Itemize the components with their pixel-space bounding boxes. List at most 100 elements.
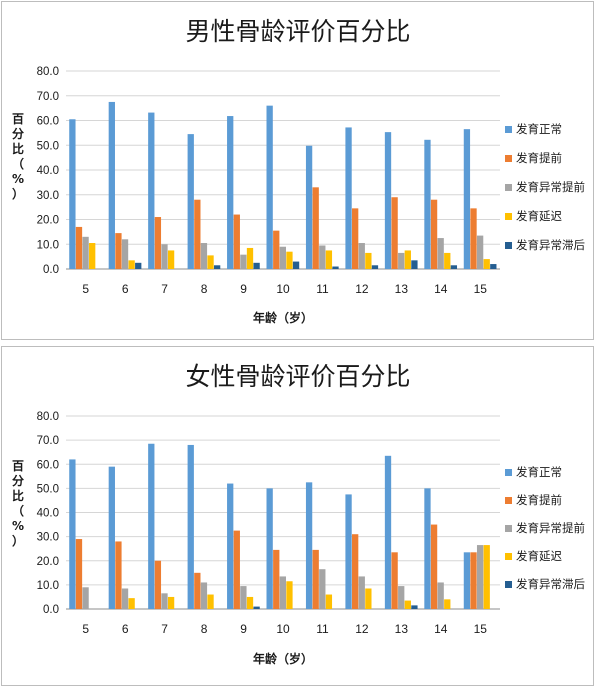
y-tick-label: 0.0 bbox=[43, 264, 59, 276]
bar bbox=[108, 101, 115, 269]
bar bbox=[391, 552, 398, 609]
bar bbox=[82, 587, 89, 609]
chart-title: 女性骨龄评价百分比 bbox=[185, 362, 410, 391]
chart-title: 男性骨龄评价百分比 bbox=[185, 17, 410, 46]
bar bbox=[279, 576, 286, 609]
y-tick-label: 80.0 bbox=[37, 66, 59, 78]
legend-label: 发育延迟 bbox=[516, 549, 562, 563]
bar bbox=[89, 243, 96, 269]
y-tick-label: 10.0 bbox=[37, 239, 59, 251]
legend-label: 发育正常 bbox=[516, 465, 562, 479]
bar bbox=[233, 214, 240, 269]
y-tick-label: 30.0 bbox=[37, 190, 59, 202]
legend-swatch bbox=[505, 155, 512, 162]
bar bbox=[187, 444, 194, 609]
bar bbox=[483, 259, 490, 269]
y-axis-title-char: 比 bbox=[12, 141, 24, 156]
y-tick-label: 10.0 bbox=[37, 580, 59, 592]
bar bbox=[75, 226, 83, 269]
y-axis-title-char: 比 bbox=[12, 488, 24, 503]
x-tick-label: 7 bbox=[161, 622, 168, 636]
bar bbox=[483, 545, 490, 609]
bar bbox=[404, 250, 411, 269]
y-tick-label: 50.0 bbox=[37, 483, 59, 495]
y-tick-label: 60.0 bbox=[37, 459, 59, 471]
bar bbox=[384, 132, 392, 269]
legend-label: 发育异常提前 bbox=[516, 180, 585, 194]
bar bbox=[273, 549, 280, 609]
x-tick-label: 10 bbox=[276, 282, 290, 296]
bar bbox=[167, 250, 175, 269]
y-axis-title: 百分比（%） bbox=[12, 112, 24, 201]
y-axis-title-char: 百 bbox=[12, 459, 24, 473]
y-axis-title-char: 分 bbox=[12, 473, 24, 488]
bar bbox=[437, 238, 444, 269]
y-tick-label: 0.0 bbox=[43, 604, 59, 616]
bar bbox=[424, 488, 431, 610]
bar bbox=[391, 197, 398, 269]
bar bbox=[470, 552, 477, 609]
y-axis-title-char: ） bbox=[12, 186, 24, 201]
y-axis-title-char: （ bbox=[12, 503, 24, 518]
y-tick-label: 60.0 bbox=[37, 116, 59, 128]
bar bbox=[207, 255, 214, 269]
x-axis-title: 年龄（岁） bbox=[253, 651, 313, 666]
x-tick-label: 11 bbox=[316, 622, 329, 636]
y-tick-label: 70.0 bbox=[37, 435, 59, 447]
bar bbox=[424, 139, 431, 269]
y-tick-label: 40.0 bbox=[37, 508, 59, 520]
bar bbox=[358, 243, 365, 269]
legend-swatch bbox=[505, 469, 512, 476]
male-chart-svg: 男性骨龄评价百分比 0.0 10.0 20.0 30.0 40.0 50.0 60.0 70.0… bbox=[12, 17, 585, 325]
bar bbox=[167, 596, 175, 609]
bar bbox=[69, 459, 76, 609]
bar bbox=[200, 243, 208, 269]
bar bbox=[411, 260, 418, 269]
bar bbox=[161, 593, 168, 609]
y-tick-label: 30.0 bbox=[37, 532, 59, 544]
y-tick-label: 20.0 bbox=[37, 215, 59, 227]
bar bbox=[345, 127, 352, 270]
bar bbox=[463, 552, 471, 609]
bar bbox=[246, 247, 254, 269]
x-tick-label: 6 bbox=[122, 282, 129, 296]
bar bbox=[286, 581, 293, 609]
bar bbox=[194, 199, 201, 269]
x-tick-label: 12 bbox=[355, 282, 369, 296]
bar bbox=[365, 252, 372, 269]
legend-label: 发育异常提前 bbox=[516, 521, 585, 535]
x-tick-label: 15 bbox=[474, 282, 488, 296]
bar bbox=[437, 582, 444, 609]
bar bbox=[227, 116, 234, 269]
bar bbox=[352, 208, 359, 269]
legend-swatch bbox=[505, 213, 512, 220]
bar bbox=[108, 466, 115, 609]
bar bbox=[128, 260, 135, 269]
y-axis-title-char: 分 bbox=[12, 126, 24, 141]
bar bbox=[371, 265, 379, 269]
legend-label: 发育延迟 bbox=[516, 209, 562, 223]
legend-label: 发育正常 bbox=[516, 122, 562, 136]
y-axis-title: 百分比（%） bbox=[12, 459, 24, 548]
legend-swatch bbox=[505, 553, 512, 560]
legend-swatch bbox=[505, 525, 512, 532]
bar bbox=[115, 541, 122, 609]
bar bbox=[227, 483, 234, 609]
legend-label: 发育异常滞后 bbox=[516, 577, 585, 591]
bar bbox=[233, 530, 240, 609]
x-tick-label: 9 bbox=[240, 282, 247, 296]
legend-swatch bbox=[505, 581, 512, 588]
bar bbox=[148, 443, 155, 609]
bar bbox=[240, 254, 247, 269]
bar bbox=[135, 262, 142, 269]
bar bbox=[207, 594, 214, 609]
bar bbox=[384, 455, 392, 609]
bar bbox=[240, 586, 247, 609]
bar bbox=[345, 494, 352, 609]
x-tick-label: 11 bbox=[316, 282, 329, 296]
bar bbox=[450, 265, 458, 269]
x-tick-label: 7 bbox=[161, 282, 168, 296]
bar bbox=[332, 266, 339, 269]
legend-swatch bbox=[505, 126, 512, 133]
